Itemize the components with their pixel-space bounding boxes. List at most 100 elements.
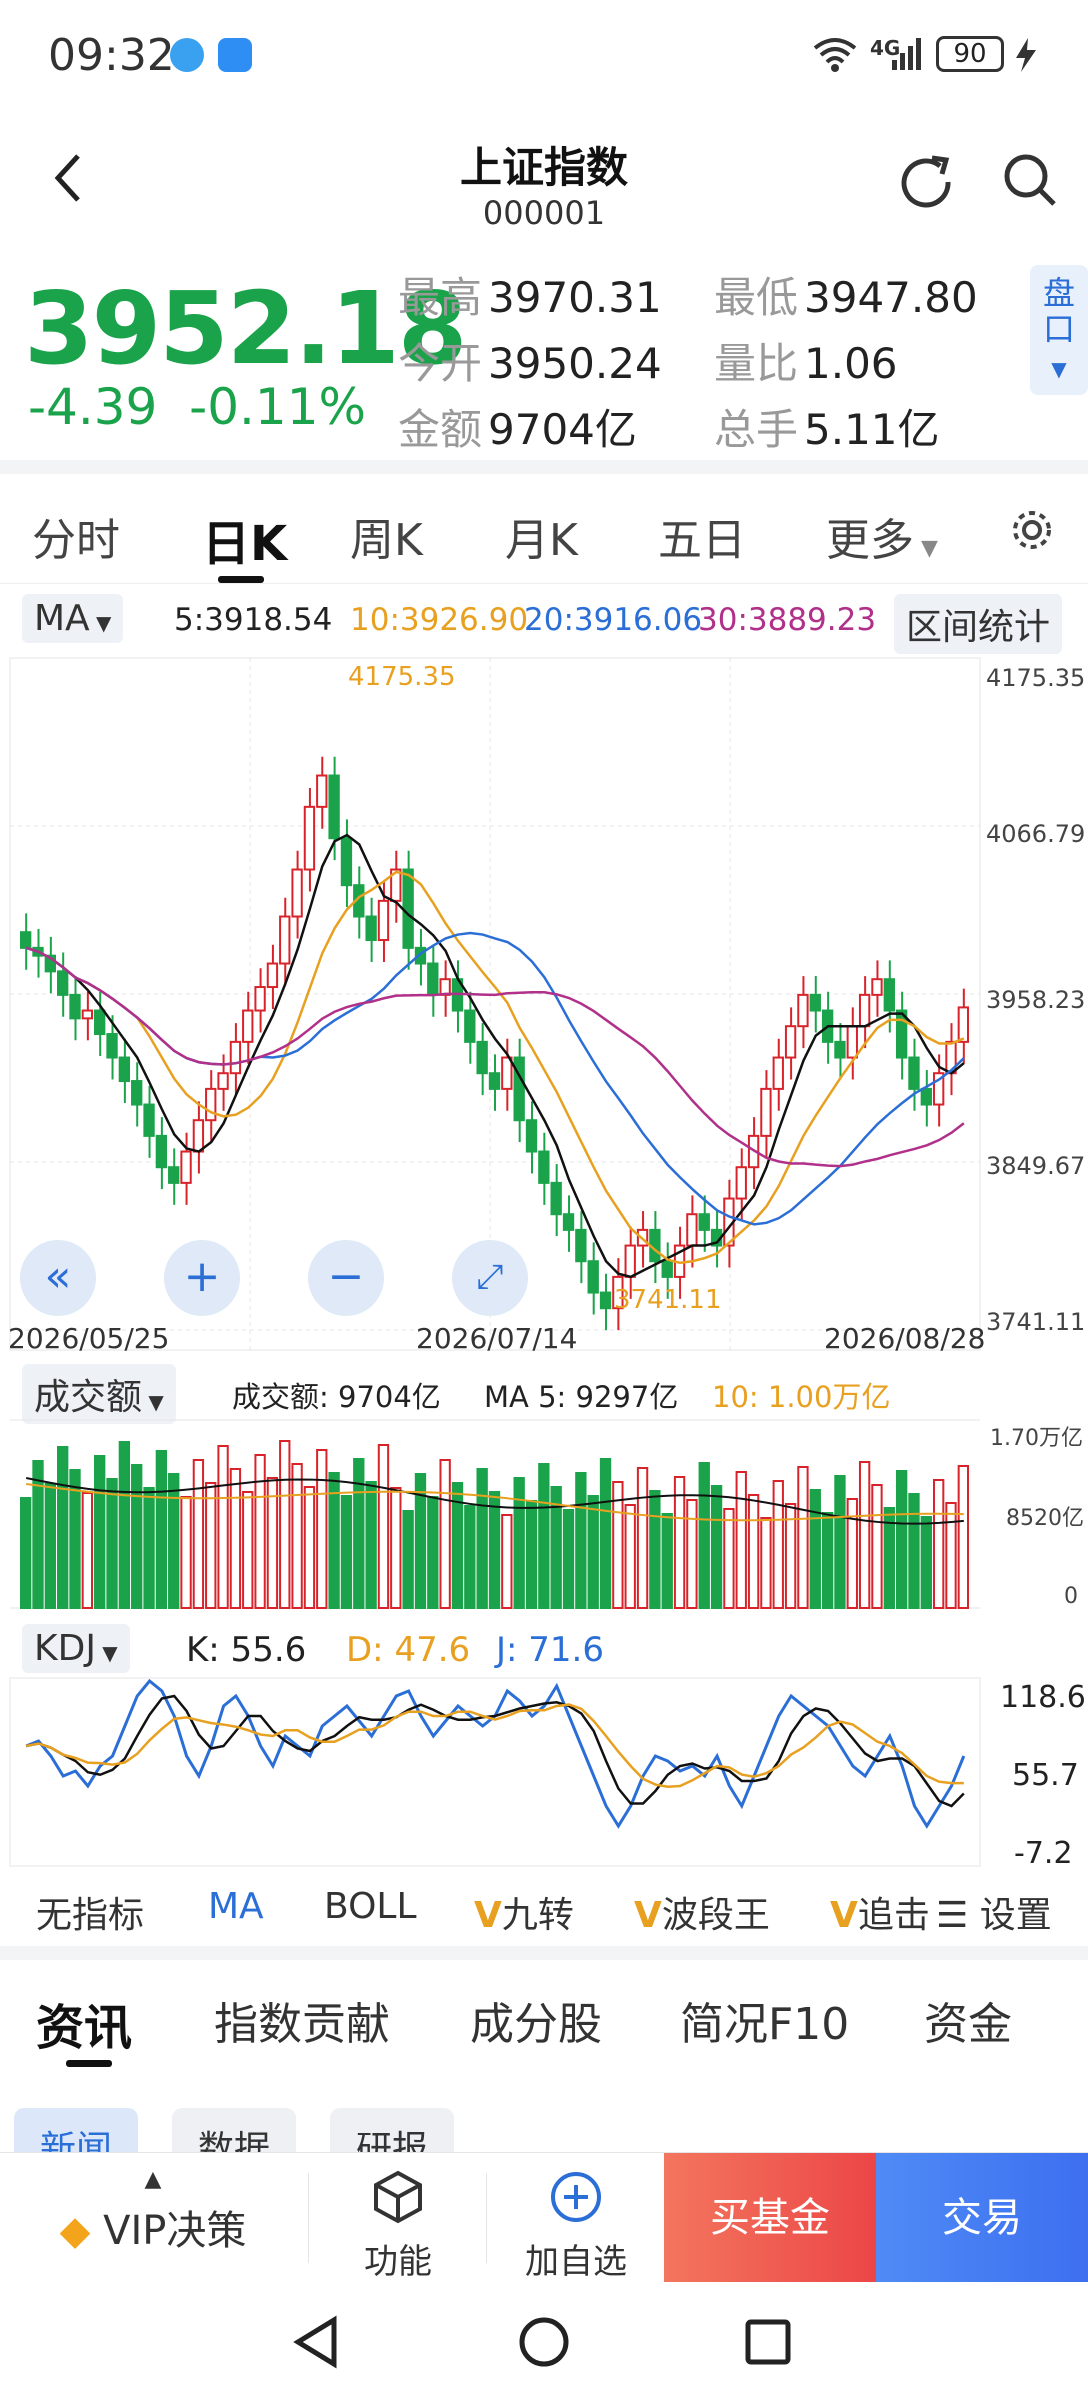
- date-label: 2026/05/25: [8, 1322, 170, 1355]
- tab-monthly-k[interactable]: 月K: [505, 515, 578, 566]
- tab-daily-k[interactable]: 日K: [202, 516, 288, 572]
- status-bar: 09:32 4G 90: [0, 0, 1088, 110]
- volume-ma5: MA 5: 9297亿: [484, 1380, 679, 1414]
- add-circle-icon: [551, 2172, 601, 2222]
- tab-index-contribution[interactable]: 指数贡献: [214, 1999, 390, 2050]
- nav-back-icon[interactable]: [290, 2314, 346, 2370]
- low-annotation: 3741.11: [614, 1285, 722, 1315]
- high-annotation: 4175.35: [348, 662, 456, 692]
- price-tick: 3741.11: [986, 1308, 1086, 1336]
- search-notification-icon: [218, 38, 252, 72]
- volume-amount: 成交额: 9704亿: [232, 1380, 441, 1414]
- stock-code: 000001: [482, 194, 606, 232]
- nav-recents-icon[interactable]: [740, 2314, 796, 2370]
- kdj-d: D: 47.6: [346, 1630, 471, 1670]
- zoom-out-icon[interactable]: −: [308, 1240, 384, 1316]
- battery-icon: 90: [936, 36, 1004, 72]
- volume-selector[interactable]: 成交额 ▼: [22, 1364, 176, 1424]
- stat-ratio: 量比 1.06: [714, 339, 898, 388]
- ma-lines: [25, 833, 965, 1279]
- settings-sliders-icon: ☰: [936, 1895, 980, 1936]
- back-icon[interactable]: [50, 150, 86, 206]
- indicator-none[interactable]: 无指标: [36, 1895, 145, 1936]
- indicator-ma[interactable]: MA: [208, 1886, 264, 1927]
- tab-weekly-k[interactable]: 周K: [350, 515, 423, 566]
- ma30-value: 30:3889.23: [698, 602, 877, 638]
- vip-button[interactable]: ▲ ◆ VIP决策: [0, 2153, 306, 2283]
- tab-intraday[interactable]: 分时: [32, 515, 120, 566]
- tab-news-info[interactable]: 资讯: [36, 2000, 133, 2056]
- nav-home-icon[interactable]: [516, 2314, 572, 2370]
- zoom-in-icon[interactable]: +: [164, 1240, 240, 1316]
- system-nav-bar: [0, 2282, 1088, 2400]
- tab-more[interactable]: 更多 ▼: [826, 515, 938, 566]
- ma-bar: MA ▼ 5:3918.54 10:3926.90 20:3916.06 30:…: [0, 590, 1088, 654]
- fullscreen-icon[interactable]: ⤢: [452, 1240, 528, 1316]
- status-time: 09:32: [48, 30, 175, 81]
- indicator-settings[interactable]: ☰ 设置: [930, 1886, 1052, 1938]
- app-notification-icon: [170, 38, 204, 72]
- indicator-chase[interactable]: V追击: [830, 1895, 930, 1936]
- info-tab-underline: [66, 2060, 112, 2067]
- ma-selector[interactable]: MA ▼: [22, 594, 124, 643]
- ma20-value: 20:3916.06: [524, 602, 703, 638]
- tab-funds[interactable]: 资金: [924, 1999, 1012, 2050]
- kdj-tick: -7.2: [1014, 1836, 1073, 1871]
- tab-five-day[interactable]: 五日: [658, 515, 746, 566]
- kdj-tick: 55.7: [1012, 1758, 1079, 1793]
- price-tick: 3849.67: [986, 1152, 1086, 1180]
- divider: [0, 460, 1088, 474]
- ma10-value: 10:3926.90: [350, 602, 529, 638]
- scroll-left-icon[interactable]: «: [20, 1240, 96, 1316]
- ma5-value: 5:3918.54: [174, 602, 333, 638]
- wifi-icon: [813, 38, 857, 72]
- date-label: 2026/07/14: [416, 1322, 578, 1355]
- tab-profile-f10[interactable]: 简况F10: [680, 1999, 850, 2050]
- candlestick-chart[interactable]: [0, 650, 1088, 1360]
- cube-icon: [374, 2170, 422, 2224]
- tab-underline: [218, 576, 264, 583]
- trade-button[interactable]: 交易: [876, 2153, 1088, 2283]
- price-change: -4.39 -0.11%: [28, 378, 367, 436]
- volume-ma10: 10: 1.00万亿: [712, 1380, 891, 1414]
- function-button[interactable]: 功能: [310, 2153, 486, 2283]
- volume-tick: 1.70万亿: [990, 1426, 1083, 1451]
- add-watchlist-button[interactable]: 加自选: [488, 2153, 664, 2283]
- price-tick: 3958.23: [986, 986, 1086, 1014]
- stat-amount: 金额 9704亿: [398, 405, 637, 454]
- price-tick: 4066.79: [986, 820, 1086, 848]
- indicator-wave-king[interactable]: V波段王: [634, 1895, 770, 1936]
- volume-tick: 8520亿: [1006, 1506, 1084, 1531]
- volume-header: 成交额 ▼ 成交额: 9704亿 MA 5: 9297亿 10: 1.00万亿: [0, 1358, 1088, 1424]
- range-stats-button[interactable]: 区间统计: [894, 594, 1063, 654]
- stat-hands: 总手 5.11亿: [714, 405, 940, 454]
- kdj-chart[interactable]: [0, 1676, 1088, 1872]
- kdj-k: K: 55.6: [186, 1630, 307, 1670]
- divider: [0, 1946, 1088, 1960]
- pankou-button[interactable]: 盘口 ▼: [1030, 265, 1088, 395]
- stat-low: 最低 3947.80: [714, 273, 978, 322]
- page-title: 上证指数: [459, 143, 628, 192]
- network-label: 4G: [870, 36, 901, 60]
- buy-fund-button[interactable]: 买基金: [664, 2153, 876, 2283]
- quote-panel: 3952.18 -4.39 -0.11% 最高 3970.31 最低 3947.80…: [0, 260, 1088, 460]
- volume-tick: 0: [1064, 1584, 1078, 1609]
- settings-gear-icon[interactable]: [1010, 508, 1054, 552]
- indicator-boll[interactable]: BOLL: [324, 1886, 417, 1927]
- kdj-header: KDJ ▼ K: 55.6 D: 47.6 J: 71.6: [0, 1618, 1088, 1678]
- chevron-up-icon: ▲: [144, 2167, 162, 2192]
- stat-open: 今开 3950.24: [398, 339, 662, 388]
- date-label: 2026/08/28: [824, 1322, 986, 1355]
- stat-high: 最高 3970.31: [398, 273, 662, 322]
- kdj-selector[interactable]: KDJ ▼: [22, 1624, 130, 1673]
- indicator-nine-turn[interactable]: V九转: [474, 1895, 574, 1936]
- bottom-action-bar: ▲ ◆ VIP决策 功能 加自选 买基金 交易: [0, 2152, 1088, 2283]
- current-price: 3952.18: [24, 270, 467, 387]
- tab-constituents[interactable]: 成分股: [470, 1999, 602, 2050]
- kdj-tick: 118.6: [1000, 1680, 1086, 1715]
- search-icon[interactable]: [1000, 150, 1060, 210]
- volume-chart[interactable]: [0, 1418, 1088, 1614]
- refresh-icon[interactable]: [896, 150, 956, 210]
- header: 上证指数 000001: [0, 120, 1088, 240]
- price-tick: 4175.35: [986, 664, 1086, 692]
